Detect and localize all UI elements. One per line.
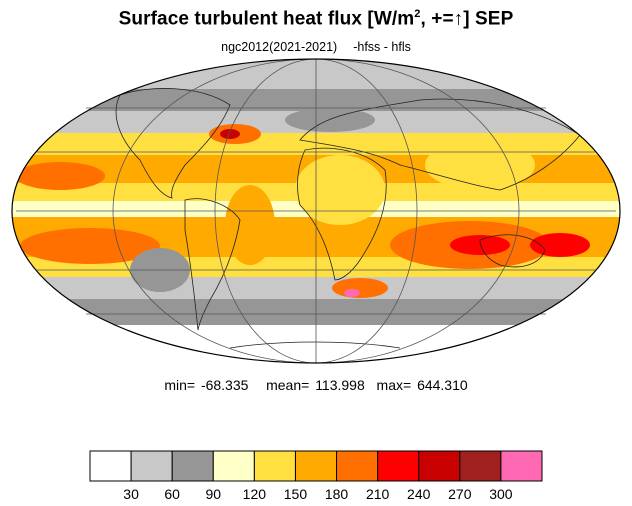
colorbar-tick-label: 210 <box>365 486 390 502</box>
colorbar-box <box>294 450 338 482</box>
max-value: 644.310 <box>417 377 468 393</box>
colorbar-tick-label: 120 <box>242 486 267 502</box>
colorbar-box <box>500 450 543 482</box>
colorbar-tick-label: 180 <box>324 486 349 502</box>
colorbar-tick-label: 30 <box>123 486 139 502</box>
colorbar-tick-label: 300 <box>489 486 513 502</box>
colorbar-tick-label: 60 <box>164 486 180 502</box>
colorbar-tick-label: 150 <box>283 486 308 502</box>
map-title: Surface turbulent heat flux [W/m2, +=↑] … <box>118 8 514 30</box>
colorbar-box <box>418 450 461 482</box>
colorbar-box <box>459 450 502 482</box>
colorbar-box <box>336 450 379 482</box>
colorbar-box <box>130 450 173 482</box>
map-subtitle: ngc2012(2021-2021) -hfss - hfls <box>0 40 632 54</box>
map-border <box>11 58 621 364</box>
colorbar-box <box>171 450 214 482</box>
colorbar-tick-label: 270 <box>448 486 472 502</box>
colorbar-tick-label: 240 <box>407 486 431 502</box>
colorbar-box <box>89 450 132 482</box>
colorbar-box <box>253 450 296 482</box>
colorbar-tick-label: 90 <box>205 486 222 502</box>
case-label: ngc2012(2021-2021) <box>221 40 338 54</box>
mean-value: 113.998 <box>315 377 365 393</box>
colorbar-box <box>377 450 420 482</box>
min-value: -68.335 <box>200 377 249 393</box>
coastlines <box>115 88 581 349</box>
mollweide-map <box>11 58 621 364</box>
fields-label: -hfss - hfls <box>353 40 411 54</box>
stats-line: min= -68.335 mean= 113.998 max= 644.310 <box>164 377 468 393</box>
colorbar-box <box>212 450 255 482</box>
